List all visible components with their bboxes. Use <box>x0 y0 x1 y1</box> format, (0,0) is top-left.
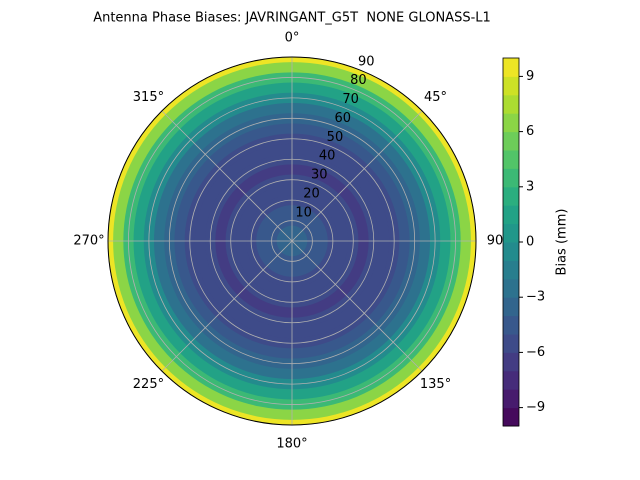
r-tick-label: 50 <box>327 130 344 145</box>
grid-spoke <box>291 110 423 242</box>
colorbar-band <box>503 297 519 317</box>
colorbar-band <box>503 334 519 353</box>
colorbar-band <box>503 94 519 114</box>
colorbar-band <box>503 315 519 335</box>
theta-tick-label: 270° <box>73 234 104 249</box>
colorbar-band <box>503 150 519 169</box>
theta-tick-label: 180° <box>276 437 307 452</box>
theta-tick-label: 225° <box>133 377 164 392</box>
grid-spoke <box>291 240 423 372</box>
colorbar-tick-label: −6 <box>526 345 545 360</box>
colorbar-band <box>503 113 519 133</box>
r-tick-label: 30 <box>311 168 328 183</box>
colorbar-band <box>503 76 519 96</box>
r-tick-label: 40 <box>319 149 336 164</box>
colorbar-band <box>503 168 519 188</box>
colorbar-band <box>503 242 519 261</box>
polar-frame <box>107 56 477 426</box>
r-tick-label: 80 <box>350 73 367 88</box>
colorbar-band <box>503 205 519 225</box>
colorbar-tick-label: 0 <box>526 235 534 250</box>
grid-spoke <box>161 240 293 372</box>
colorbar-tick-label: 6 <box>526 124 534 139</box>
theta-tick-label: 315° <box>133 90 164 105</box>
colorbar-tick-label: −3 <box>526 290 545 305</box>
grid-spoke <box>161 110 293 242</box>
colorbar-band <box>503 260 519 280</box>
r-tick-label: 20 <box>303 186 320 201</box>
colorbar-band <box>503 352 519 372</box>
theta-tick-label: 45° <box>424 90 447 105</box>
theta-tick-label: 90 <box>487 234 504 249</box>
r-tick-label: 70 <box>342 92 359 107</box>
theta-tick-label: 135° <box>420 377 451 392</box>
colorbar-tick-label: −9 <box>526 400 545 415</box>
colorbar-label: Bias (mm) <box>555 209 570 276</box>
r-tick-label: 60 <box>334 111 351 126</box>
colorbar-band <box>503 223 519 243</box>
colorbar-band <box>503 186 519 206</box>
chart-title: Antenna Phase Biases: JAVRINGANT_G5T NON… <box>93 11 491 26</box>
colorbar-band <box>503 131 519 151</box>
colorbar-tick-label: 3 <box>526 179 534 194</box>
r-tick-label: 90 <box>358 54 375 69</box>
colorbar-band <box>503 278 519 298</box>
theta-tick-label: 0° <box>285 31 300 46</box>
colorbar-tick-label: 9 <box>526 69 534 84</box>
colorbar-band <box>503 389 519 409</box>
colorbar-band <box>503 58 519 77</box>
r-tick-label: 10 <box>295 205 312 220</box>
colorbar-band <box>503 370 519 390</box>
colorbar-band <box>503 407 519 427</box>
